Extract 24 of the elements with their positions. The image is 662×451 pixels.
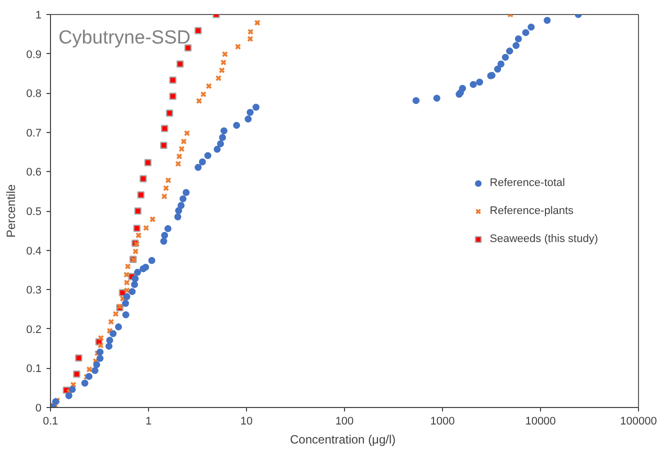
x-tick-label: 10 — [240, 416, 253, 428]
y-tick-label: 1 — [35, 10, 42, 22]
legend-label: Seaweeds (this study) — [490, 232, 598, 244]
y-tick-label: 0.8 — [26, 88, 42, 100]
y-axis-title: Percentile — [4, 184, 18, 238]
y-tick-label: 0.5 — [26, 206, 42, 218]
legend-label: Reference-total — [490, 176, 565, 188]
legend-label: Reference-plants — [490, 204, 574, 216]
y-tick-label: 0.3 — [26, 284, 42, 297]
x-tick-label: 1000 — [430, 416, 455, 428]
text: Cybutryne-SSD — [58, 28, 190, 48]
y-tick-label: 0.2 — [26, 324, 42, 336]
y-tick-label: 0.9 — [26, 48, 42, 61]
x-tick-label: 10000 — [525, 416, 556, 428]
x-tick-label: 1 — [145, 416, 152, 428]
y-tick-label: 0.1 — [26, 363, 42, 376]
x-tick-label: 100000 — [620, 416, 657, 428]
y-tick-label: 0.4 — [26, 245, 42, 258]
y-tick-label: 0.6 — [26, 166, 42, 179]
x-tick-label: 0.1 — [42, 416, 58, 428]
y-tick-label: 0 — [35, 402, 42, 414]
x-tick-label: 100 — [335, 416, 354, 428]
y-tick-label: 0.7 — [26, 127, 42, 140]
x-axis-title: Concentration (μg/l) — [290, 432, 396, 446]
